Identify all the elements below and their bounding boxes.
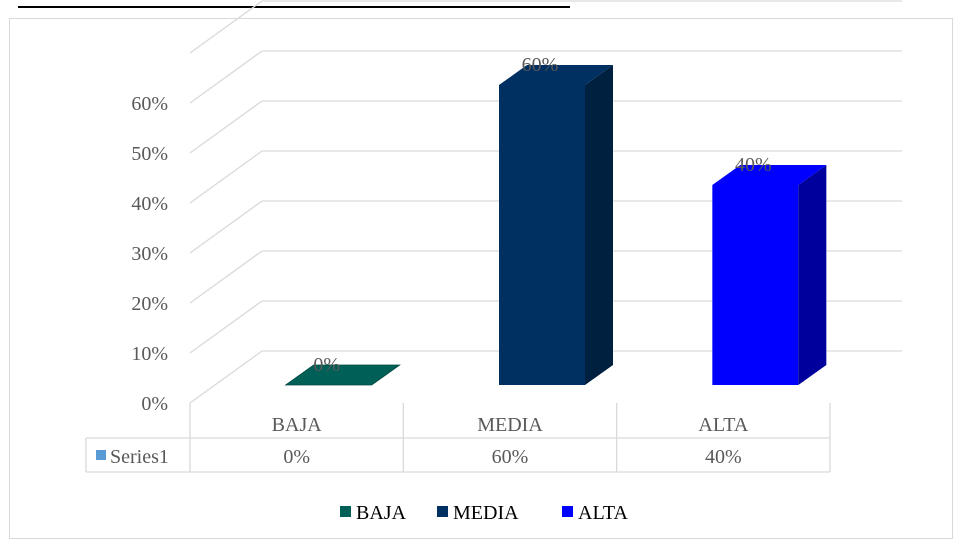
y-tick-label: 10%	[131, 343, 168, 365]
legend-label: ALTA	[578, 502, 628, 524]
gridline-slant	[189, 350, 263, 404]
y-axis: 0% 10% 20% 30% 40% 50% 60%	[131, 93, 168, 415]
legend-swatch	[340, 506, 351, 517]
series-key	[96, 450, 106, 460]
y-tick-label: 50%	[131, 143, 168, 165]
bar-alta	[712, 185, 799, 385]
chart-frame	[9, 18, 953, 539]
y-tick-label: 40%	[131, 193, 168, 215]
bar-top-media	[499, 65, 613, 85]
bar-top-alta	[712, 165, 827, 185]
data-label: 0%	[313, 354, 340, 376]
y-tick-label: 60%	[131, 93, 168, 115]
legend-label: MEDIA	[453, 502, 519, 524]
table-value: 0%	[283, 446, 310, 468]
legend-label: BAJA	[356, 502, 407, 524]
bar-media	[499, 85, 585, 385]
gridline-slant	[189, 150, 263, 204]
bars	[284, 65, 827, 386]
bar-side	[585, 65, 613, 385]
data-label: 40%	[735, 154, 772, 176]
table-value: 60%	[492, 446, 529, 468]
category-label: ALTA	[698, 414, 748, 436]
gridline-slant	[189, 250, 263, 304]
legend-swatch	[562, 506, 573, 517]
data-labels: 0% 60% 40%	[313, 54, 771, 376]
category-label: BAJA	[272, 414, 323, 436]
gridline-slant	[189, 0, 263, 54]
y-tick-label: 0%	[141, 393, 168, 415]
gridline-slant	[189, 100, 263, 154]
table-value: 40%	[705, 446, 742, 468]
top-rule	[18, 6, 570, 8]
data-table: BAJA 0% MEDIA 60% ALTA 40% Series1	[85, 403, 831, 473]
bar-top-baja	[284, 364, 401, 386]
data-label: 60%	[522, 54, 559, 76]
y-tick-label: 30%	[131, 243, 168, 265]
category-label: MEDIA	[477, 414, 543, 436]
series-label: Series1	[110, 446, 169, 468]
gridline-slant	[189, 200, 263, 254]
gridline-slant	[189, 50, 263, 104]
bar-side	[798, 165, 827, 385]
legend-swatch	[437, 506, 448, 517]
legend: BAJA MEDIA ALTA	[340, 502, 628, 524]
y-tick-label: 20%	[131, 293, 168, 315]
gridline-slant	[189, 300, 263, 354]
